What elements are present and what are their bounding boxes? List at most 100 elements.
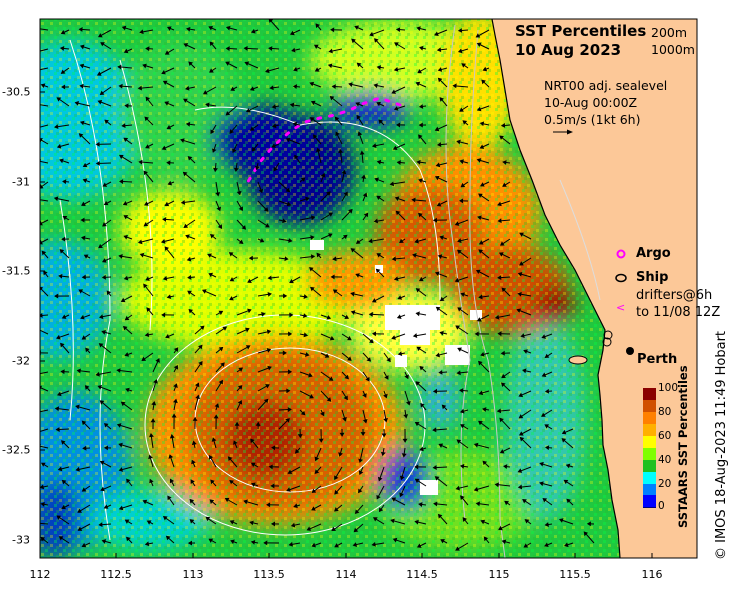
current-arrowhead: [187, 290, 192, 295]
current-arrowhead: [60, 69, 66, 74]
current-arrowhead: [459, 107, 464, 112]
current-arrowhead: [455, 485, 460, 491]
current-arrowhead: [435, 306, 441, 312]
current-arrowhead: [248, 255, 253, 261]
current-arrowhead: [330, 27, 335, 33]
current-arrowhead: [457, 347, 462, 352]
current-arrowhead: [354, 509, 360, 515]
current-arrowhead: [61, 84, 66, 90]
current-arrowhead: [169, 434, 175, 439]
current-arrowhead: [198, 344, 203, 350]
current-arrowhead: [361, 174, 366, 179]
current-arrowhead: [462, 120, 468, 125]
current-arrowhead: [208, 538, 214, 543]
current-arrowhead: [341, 169, 347, 175]
y-tick-31-5: -31.5: [2, 264, 31, 278]
current-arrowhead: [437, 77, 443, 83]
current-arrowhead: [185, 234, 190, 239]
current-arrowhead: [473, 486, 479, 492]
current-arrowhead: [229, 277, 235, 282]
current-arrowhead: [123, 234, 128, 240]
current-arrowhead: [310, 100, 316, 106]
current-arrowhead: [79, 120, 85, 126]
current-arrowhead: [282, 350, 287, 356]
current-arrowhead: [77, 508, 82, 513]
current-arrow: [40, 387, 49, 392]
current-arrowhead: [544, 424, 550, 429]
current-arrowhead: [241, 225, 247, 230]
current-arrowhead: [60, 369, 65, 375]
current-arrowhead: [328, 233, 333, 238]
current-arrowhead: [332, 289, 338, 294]
current-arrowhead: [207, 253, 212, 258]
current-arrowhead: [208, 26, 214, 31]
current-arrowhead: [518, 392, 524, 398]
current-arrowhead: [500, 382, 506, 387]
current-arrowhead: [216, 206, 222, 212]
current-arrowhead: [56, 515, 61, 520]
current-arrowhead: [369, 31, 374, 37]
current-arrowhead: [517, 291, 522, 297]
current-arrowhead: [78, 289, 84, 294]
current-arrowhead: [312, 134, 318, 140]
current-arrowhead: [263, 540, 268, 546]
current-arrowhead: [98, 343, 104, 348]
current-arrowhead: [395, 210, 401, 216]
current-arrowhead: [284, 256, 289, 262]
current-arrowhead: [558, 518, 564, 523]
current-arrowhead: [334, 543, 339, 548]
current-arrowhead: [215, 192, 221, 197]
current-arrowhead: [104, 119, 109, 125]
current-arrowhead: [40, 83, 46, 88]
current-arrowhead: [56, 143, 62, 149]
current-arrowhead: [524, 519, 530, 524]
current-arrowhead: [164, 101, 170, 106]
current-arrowhead: [97, 385, 103, 390]
current-arrowhead: [399, 475, 405, 481]
current-arrowhead: [504, 500, 509, 506]
current-arrowhead: [167, 495, 172, 501]
current-arrows: [40, 19, 595, 551]
current-arrowhead: [149, 478, 154, 484]
current-arrowhead: [101, 539, 107, 544]
current-arrowhead: [251, 482, 256, 488]
current-arrowhead: [432, 217, 438, 223]
current-arrowhead: [118, 505, 124, 511]
current-arrowhead: [436, 47, 442, 53]
current-arrowhead: [320, 411, 325, 417]
city-label-perth: Perth: [637, 352, 678, 367]
current-arrowhead: [305, 196, 310, 202]
current-arrowhead: [334, 489, 339, 495]
current-arrowhead: [502, 182, 507, 187]
current-arrowhead: [350, 310, 356, 315]
current-arrowhead: [475, 501, 481, 507]
current-arrowhead: [310, 254, 316, 260]
colorbar-tick-0: 0: [658, 500, 665, 512]
current-arrowhead: [202, 90, 208, 95]
current-arrowhead: [225, 46, 230, 52]
current-arrowhead: [414, 464, 419, 470]
legend-drifters: drifters@6h: [636, 288, 713, 303]
current-arrowhead: [230, 86, 236, 91]
current-arrowhead: [249, 520, 254, 526]
current-arrowhead: [418, 178, 423, 183]
current-arrowhead: [259, 238, 265, 243]
current-arrowhead: [292, 84, 298, 90]
current-arrowhead: [249, 126, 255, 131]
current-arrow: [40, 67, 49, 71]
current-arrowhead: [411, 197, 416, 203]
current-arrowhead: [432, 388, 437, 394]
current-arrowhead: [80, 44, 85, 50]
current-arrowhead: [522, 368, 527, 374]
current-arrowhead: [497, 275, 502, 281]
current-arrow: [40, 160, 49, 164]
current-arrowhead: [120, 401, 126, 407]
current-arrowhead: [392, 537, 398, 543]
current-arrowhead: [357, 131, 363, 137]
current-arrowhead: [61, 236, 66, 242]
current-arrowhead: [267, 275, 272, 281]
current-arrowhead: [478, 294, 483, 300]
y-tick-31: -31: [12, 175, 30, 189]
current-arrowhead: [97, 33, 103, 38]
